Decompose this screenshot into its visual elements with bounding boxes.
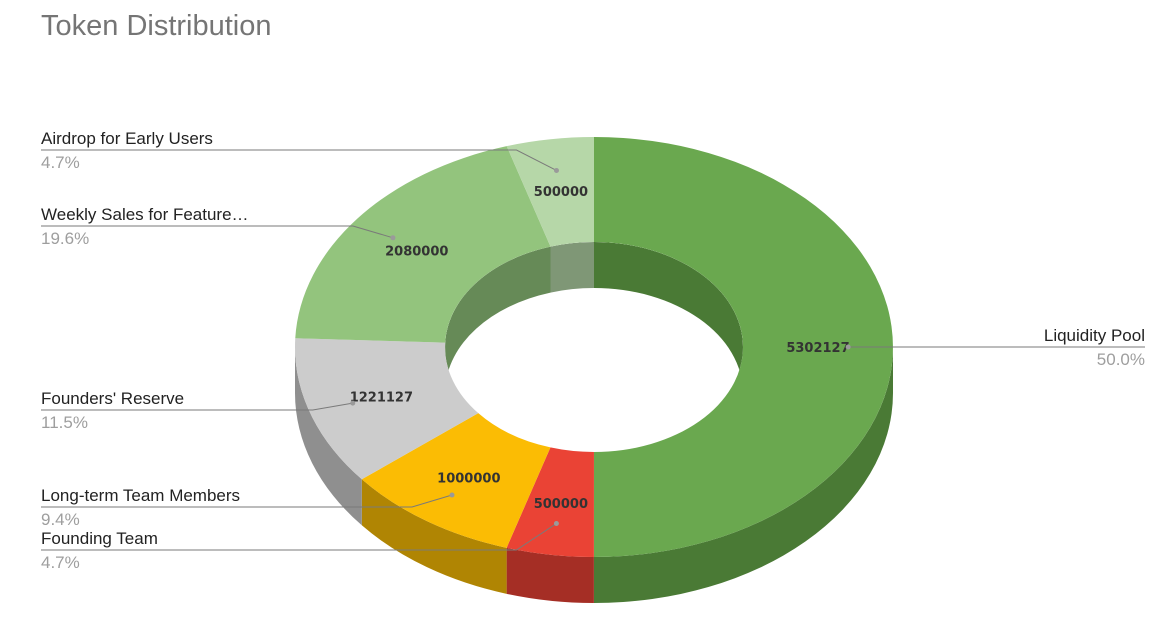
slice-value-label: 1000000 [437,472,500,487]
hole-wall-segment [445,246,551,389]
slice-labels: Liquidity Pool 50.0% Founding Team 4.7% Long… [41,129,1145,572]
leader-dot [845,344,851,350]
slice-percent-label: 11.5% [41,413,88,432]
leader-line [41,225,394,239]
hole-wall-segment [594,242,743,393]
slice-name-label: Liquidity Pool [1044,326,1145,345]
leader-line [41,523,557,551]
side-wall-segment [506,547,594,603]
slice-name-label: Long-term Team Members [41,486,240,505]
slice[interactable] [294,338,479,480]
slice-name-label: Founders' Reserve [41,389,184,408]
slice[interactable] [295,146,551,343]
outer-side-wall [295,347,893,603]
slice-value-label: 1221127 [350,391,413,406]
slice-value-label: 2080000 [385,245,448,260]
slice-value-label: 5302127 [786,341,849,356]
slice-value-label: 500000 [534,185,588,200]
slice-percent-label: 19.6% [41,229,89,248]
leader-dot [350,400,356,406]
chart-title: Token Distribution [41,10,272,42]
slice[interactable] [506,137,594,247]
leader-line [41,494,453,508]
slice-percent-label: 9.4% [41,510,80,529]
slice-percent-label: 50.0% [1097,350,1145,369]
leader-dot [390,235,396,241]
slice[interactable] [506,447,594,557]
side-wall-segment [361,479,507,594]
donut-slices [294,137,893,557]
slice[interactable] [361,413,551,548]
slice-name-label: Founding Team [41,529,158,548]
slice-percent-label: 4.7% [41,553,80,572]
leader-line [41,149,557,171]
leader-dot [553,167,559,173]
side-wall-segment [295,347,362,526]
slice-value-label: 500000 [534,497,588,512]
slice-percent-label: 4.7% [41,153,80,172]
leader-line [41,402,353,411]
leader-dot [449,492,455,498]
side-wall-segment [593,347,893,603]
slice-name-label: Airdrop for Early Users [41,129,213,148]
slice-name-label: Weekly Sales for Feature… [41,205,249,224]
slice[interactable] [593,137,893,557]
hole-wall-segment [550,242,594,293]
leader-dot [553,521,559,527]
value-labels: 5302127 500000 1000000 1221127 2080000 500000 [350,185,850,512]
